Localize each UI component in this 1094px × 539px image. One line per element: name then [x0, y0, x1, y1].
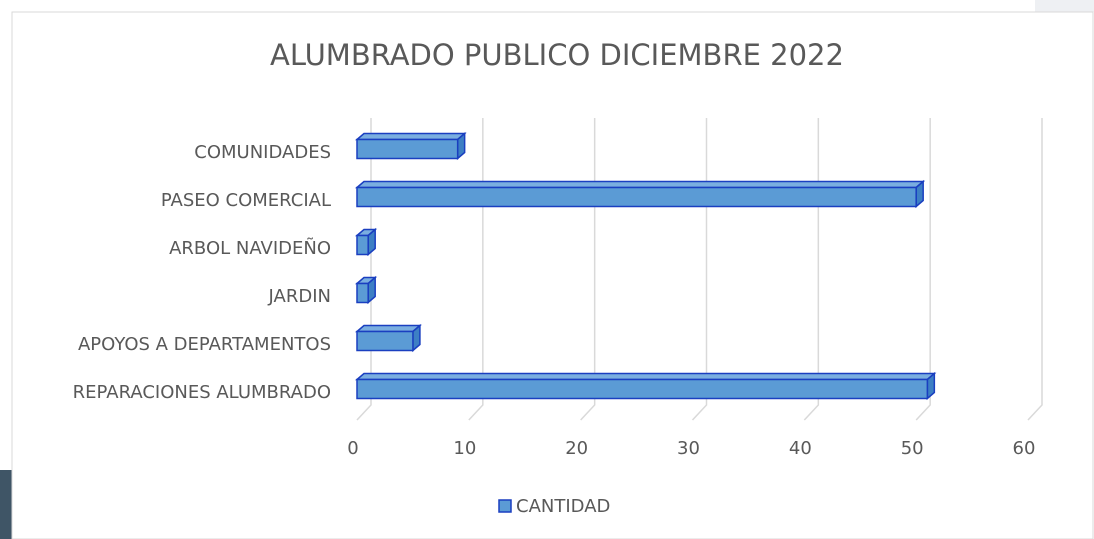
decoration	[1035, 0, 1094, 12]
bar	[354, 131, 467, 161]
bar	[354, 323, 422, 353]
legend-label: CANTIDAD	[516, 496, 610, 517]
decoration	[0, 470, 12, 539]
chart-border	[11, 11, 1094, 539]
y-tick-label: JARDIN	[268, 286, 331, 307]
x-tick-label: 30	[677, 438, 700, 459]
bar-top	[354, 372, 937, 381]
bar-front	[356, 282, 369, 304]
bar-front	[356, 378, 929, 400]
y-tick-label: APOYOS A DEPARTAMENTOS	[78, 334, 331, 355]
chart-title: ALUMBRADO PUBLICO DICIEMBRE 2022	[270, 38, 844, 72]
bar	[354, 371, 937, 401]
legend-swatch	[498, 499, 512, 513]
bar-front	[356, 186, 917, 208]
bar-top	[354, 180, 926, 189]
grid-line	[803, 118, 820, 421]
y-tick-label: REPARACIONES ALUMBRADO	[73, 382, 331, 403]
grid-line	[1027, 118, 1043, 421]
y-tick-label: COMUNIDADES	[194, 142, 331, 163]
grid-line	[356, 118, 372, 421]
grid-line	[580, 118, 596, 421]
x-tick-label: 50	[901, 438, 924, 459]
bar	[354, 179, 926, 209]
bar-top	[354, 324, 422, 333]
x-tick-label: 40	[789, 438, 812, 459]
bar-front	[356, 234, 369, 256]
x-tick-label: 60	[1013, 438, 1036, 459]
grid-line	[915, 118, 931, 421]
grid-line	[691, 118, 708, 421]
y-tick-label: ARBOL NAVIDEÑO	[169, 237, 331, 259]
x-tick-label: 10	[453, 438, 476, 459]
bar	[354, 227, 378, 257]
x-tick-label: 20	[565, 438, 588, 459]
y-tick-label: PASEO COMERCIAL	[161, 190, 331, 211]
grid-line	[468, 118, 484, 421]
x-tick-label: 0	[347, 438, 358, 459]
bar-front	[356, 138, 459, 160]
bar	[354, 275, 378, 305]
bar-top	[354, 132, 467, 141]
bar-front	[356, 330, 414, 352]
